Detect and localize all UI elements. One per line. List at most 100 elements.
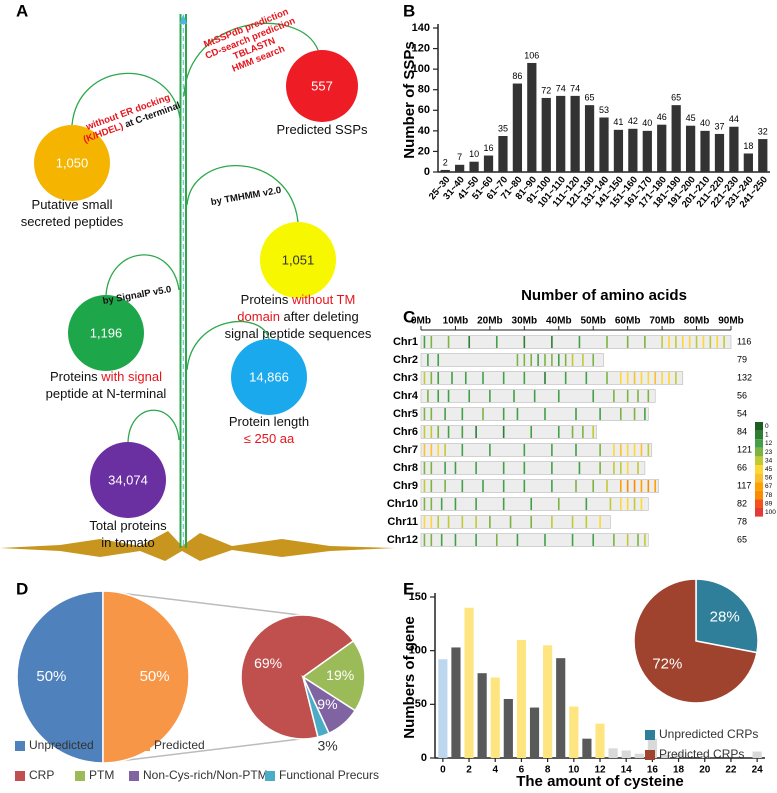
bar xyxy=(700,130,710,172)
density-stripe xyxy=(464,372,467,384)
density-stripe xyxy=(661,336,663,348)
density-stripe xyxy=(640,372,643,384)
density-stripe xyxy=(489,516,491,528)
density-stripe xyxy=(585,516,588,528)
density-stripe xyxy=(495,534,498,546)
density-stripe xyxy=(447,426,450,438)
value-label: 37 xyxy=(714,121,724,131)
value-label: 44 xyxy=(729,114,739,124)
density-stripe xyxy=(688,336,691,348)
value-label: 74 xyxy=(570,83,580,93)
bar xyxy=(595,723,605,758)
density-stripe xyxy=(509,516,512,528)
density-stripe xyxy=(430,408,433,420)
bar xyxy=(503,698,513,758)
bar xyxy=(527,62,537,172)
density-stripe xyxy=(613,390,615,402)
text-line: Proteins without TM xyxy=(241,292,356,307)
density-stripe xyxy=(444,480,446,492)
density-stripe xyxy=(533,390,536,402)
density-stripe xyxy=(578,336,581,348)
density-stripe xyxy=(613,462,615,474)
density-stripe xyxy=(592,534,595,546)
node-value: 14,866 xyxy=(249,369,289,384)
node-circle xyxy=(260,222,336,298)
density-stripe xyxy=(482,372,484,384)
density-stripe xyxy=(592,480,595,492)
y-tick-label: 100 xyxy=(412,63,430,75)
node-value: 34,074 xyxy=(108,472,148,487)
density-stripe xyxy=(516,408,519,420)
legend-marker xyxy=(15,771,25,781)
density-stripe xyxy=(423,516,426,528)
value-label: 32 xyxy=(758,126,768,136)
density-stripe xyxy=(613,444,615,456)
value-label: 16 xyxy=(484,143,494,153)
y-tick-label: 120 xyxy=(412,42,430,54)
density-stripe xyxy=(619,498,622,510)
density-stripe xyxy=(516,534,519,546)
density-stripe xyxy=(599,444,601,456)
legend-label: PTM xyxy=(89,768,114,782)
bar xyxy=(634,753,644,758)
colorbar-label: 100 xyxy=(765,509,776,516)
value-label: 65 xyxy=(585,93,595,103)
density-stripe xyxy=(585,498,588,510)
text-line: Total proteins xyxy=(89,518,167,533)
colorbar-label: 34 xyxy=(765,457,773,464)
x-tick-label: 10 xyxy=(568,765,580,776)
density-stripe xyxy=(582,354,584,366)
chromosome xyxy=(420,407,649,421)
density-stripe xyxy=(709,336,712,348)
density-stripe xyxy=(619,408,622,420)
value-label: 65 xyxy=(671,93,681,103)
density-stripe xyxy=(619,444,622,456)
density-stripe xyxy=(551,516,553,528)
density-stripe xyxy=(423,534,426,546)
density-stripe xyxy=(523,372,526,384)
text-line: Proteins with signal xyxy=(50,369,162,384)
chromosome-count: 54 xyxy=(737,408,747,418)
density-stripe xyxy=(551,336,553,348)
density-stripe xyxy=(681,336,684,348)
density-stripe xyxy=(437,444,440,456)
density-stripe xyxy=(516,354,519,366)
density-stripe xyxy=(437,426,440,438)
colorbar-label: 1 xyxy=(765,432,769,439)
density-stripe xyxy=(640,480,643,492)
value-label: 40 xyxy=(642,118,652,128)
density-stripe xyxy=(502,408,505,420)
value-label: 40 xyxy=(700,118,710,128)
density-stripe xyxy=(723,336,725,348)
y-axis-title: Numbers of gene xyxy=(401,616,418,739)
density-stripe xyxy=(647,390,650,402)
density-stripe xyxy=(647,444,650,456)
density-stripe xyxy=(644,408,646,420)
chromosome-count: 66 xyxy=(737,462,747,472)
density-stripe xyxy=(423,480,426,492)
slice-label: 28% xyxy=(710,608,740,625)
text-line: Protein length xyxy=(229,414,309,429)
density-stripe xyxy=(654,480,657,492)
density-stripe xyxy=(626,372,629,384)
density-stripe xyxy=(551,444,553,456)
density-stripe xyxy=(430,498,433,510)
text-segment: Total proteins xyxy=(89,518,167,533)
x-tick-label: 20 xyxy=(699,765,711,776)
y-tick-label: 60 xyxy=(418,104,430,116)
density-stripe xyxy=(599,462,601,474)
x-axis-title: Number of amino acids xyxy=(521,287,687,304)
colorbar-cell xyxy=(755,447,763,457)
chromosome-name: Chr9 xyxy=(393,480,418,492)
pie-slice xyxy=(633,578,758,704)
density-stripe xyxy=(502,480,505,492)
panel-label: D xyxy=(16,579,28,598)
text-segment: Proteins xyxy=(241,292,292,307)
density-stripe xyxy=(599,408,601,420)
density-stripe xyxy=(537,354,539,366)
density-stripe xyxy=(551,462,553,474)
colorbar-label: 23 xyxy=(765,449,773,456)
density-stripe xyxy=(654,372,657,384)
colorbar-cell xyxy=(755,422,763,431)
arrow-head xyxy=(179,14,187,24)
